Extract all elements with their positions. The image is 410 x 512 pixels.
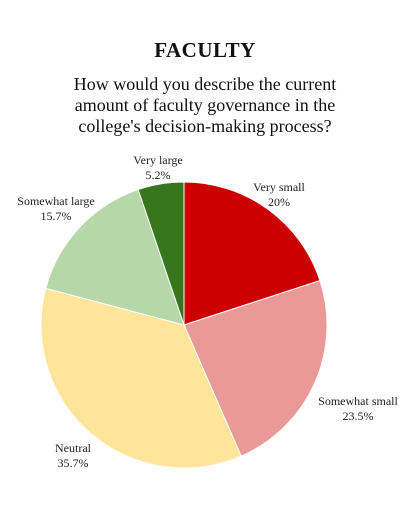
label-neutral-value: 35.7% — [57, 456, 89, 470]
pie-slice-very-small — [183, 181, 321, 326]
pie-slice-very-large — [137, 181, 185, 326]
chart-question: How would you describe the current amoun… — [20, 74, 390, 137]
label-neutral-name: Neutral — [55, 441, 91, 455]
question-line-3: college's decision-making process? — [78, 116, 332, 136]
label-very-small-value: 20% — [268, 195, 290, 209]
label-somewhat-small-value: 23.5% — [342, 409, 374, 423]
question-line-2: amount of faculty governance in the — [74, 95, 336, 115]
pie-slice-somewhat-small — [183, 280, 328, 457]
label-somewhat-small: Somewhat small 23.5% — [308, 394, 408, 424]
label-very-small: Very small 20% — [244, 180, 314, 210]
chart-title: FACULTY — [154, 38, 256, 62]
label-neutral: Neutral 35.7% — [38, 441, 108, 471]
label-very-small-name: Very small — [253, 180, 305, 194]
label-very-large: Very large 5.2% — [118, 153, 198, 183]
label-very-large-value: 5.2% — [145, 168, 171, 182]
pie-slice-neutral — [40, 287, 242, 469]
label-somewhat-small-name: Somewhat small — [318, 394, 398, 408]
label-very-large-name: Very large — [133, 153, 183, 167]
question-line-1: How would you describe the current — [73, 74, 337, 94]
label-somewhat-large-name: Somewhat large — [17, 194, 95, 208]
label-somewhat-large-value: 15.7% — [40, 209, 72, 223]
label-somewhat-large: Somewhat large 15.7% — [6, 194, 106, 224]
